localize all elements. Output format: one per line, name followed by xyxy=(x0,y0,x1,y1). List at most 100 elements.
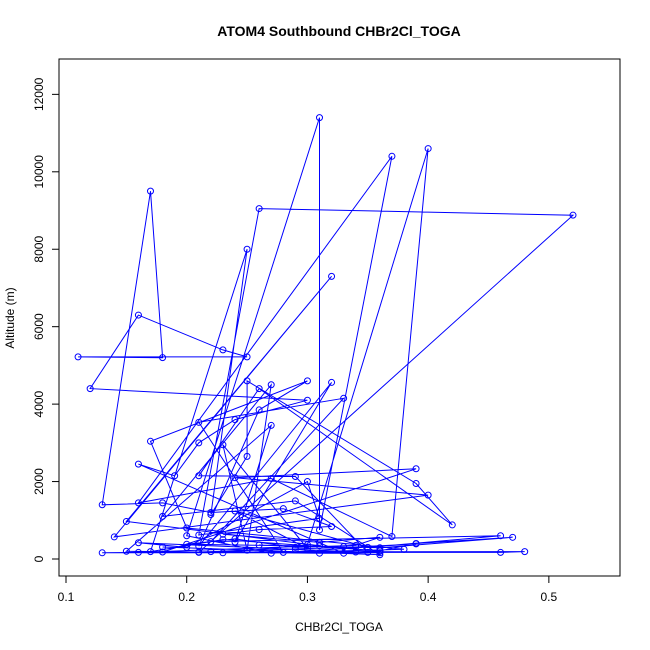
data-point xyxy=(340,549,348,557)
data-point xyxy=(255,205,263,213)
data-point xyxy=(243,245,251,253)
y-tick-label: 12000 xyxy=(32,77,46,111)
data-point xyxy=(159,354,167,362)
data-point xyxy=(195,542,203,550)
data-point xyxy=(569,211,577,219)
data-point xyxy=(376,549,384,557)
data-point xyxy=(316,538,323,546)
data-point xyxy=(340,543,348,551)
data-point xyxy=(195,418,203,426)
data-point xyxy=(521,548,529,556)
data-point xyxy=(328,272,336,280)
data-point xyxy=(219,530,227,538)
series-lines xyxy=(78,117,575,556)
data-point xyxy=(231,535,239,543)
data-point xyxy=(316,526,323,534)
data-point xyxy=(412,465,420,473)
data-point xyxy=(171,472,179,480)
data-point xyxy=(159,543,167,551)
data-point xyxy=(497,548,505,556)
data-point xyxy=(110,533,118,541)
data-point xyxy=(243,353,251,361)
data-point xyxy=(243,546,251,554)
data-point xyxy=(159,548,167,556)
data-point xyxy=(352,548,360,556)
data-point xyxy=(195,531,203,539)
data-point xyxy=(195,472,203,480)
data-point xyxy=(231,474,239,482)
y-tick-label: 4000 xyxy=(32,390,46,417)
data-point xyxy=(448,521,456,529)
data-point xyxy=(291,545,299,553)
x-tick-label: 0.5 xyxy=(541,590,558,604)
data-point xyxy=(388,533,396,541)
data-point xyxy=(207,509,215,517)
series-line xyxy=(78,117,575,556)
data-point xyxy=(255,385,263,393)
data-point xyxy=(207,548,215,556)
data-point xyxy=(147,548,154,556)
data-point xyxy=(219,346,227,354)
data-point xyxy=(376,544,384,552)
x-tick-label: 0.2 xyxy=(178,590,195,604)
data-point xyxy=(497,532,505,540)
data-point xyxy=(147,437,154,445)
series-points xyxy=(74,114,577,559)
data-point xyxy=(412,540,420,548)
y-tick-label: 10000 xyxy=(32,155,46,189)
data-point xyxy=(207,510,215,518)
data-point xyxy=(291,497,299,505)
data-point xyxy=(267,549,275,557)
data-point xyxy=(183,524,191,532)
data-point xyxy=(195,439,203,447)
data-point xyxy=(74,353,82,361)
x-tick-label: 0.4 xyxy=(420,590,437,604)
data-point xyxy=(267,381,275,389)
y-tick-label: 6000 xyxy=(32,313,46,340)
data-point xyxy=(267,421,275,429)
data-point xyxy=(364,543,372,551)
data-point xyxy=(316,514,323,522)
data-point xyxy=(352,543,360,551)
data-point xyxy=(291,543,299,551)
y-axis: 0 2000 4000 6000 8000 10000 12000 xyxy=(32,77,60,562)
data-point xyxy=(134,311,142,319)
data-point xyxy=(376,551,384,559)
y-tick-label: 2000 xyxy=(32,468,46,495)
x-axis: 0.1 0.2 0.3 0.4 0.5 xyxy=(58,575,558,604)
data-point xyxy=(303,545,311,553)
data-point xyxy=(122,517,130,525)
data-point xyxy=(183,532,191,540)
data-point xyxy=(122,547,130,555)
data-point xyxy=(243,452,251,460)
data-point xyxy=(159,512,167,520)
data-point xyxy=(303,377,311,385)
data-point xyxy=(412,479,420,487)
data-point xyxy=(255,406,263,414)
data-point xyxy=(291,473,299,481)
x-tick-label: 0.3 xyxy=(299,590,316,604)
data-point xyxy=(231,507,239,515)
data-point xyxy=(134,460,142,468)
data-point xyxy=(328,378,336,386)
data-point xyxy=(219,536,227,544)
data-point xyxy=(340,394,348,402)
data-point xyxy=(207,538,215,546)
data-point xyxy=(509,533,517,541)
y-tick-label: 8000 xyxy=(32,236,46,263)
y-tick-label: 0 xyxy=(32,555,46,562)
data-point xyxy=(388,152,396,160)
x-tick-label: 0.1 xyxy=(58,590,75,604)
data-point xyxy=(231,538,239,546)
data-point xyxy=(255,526,263,534)
data-point xyxy=(243,377,251,385)
data-point xyxy=(400,545,408,553)
data-point xyxy=(134,499,142,507)
data-point xyxy=(134,548,142,556)
data-point xyxy=(328,522,336,530)
data-point xyxy=(255,541,263,549)
data-point xyxy=(376,547,384,555)
data-point xyxy=(98,549,106,557)
data-point xyxy=(303,541,311,549)
